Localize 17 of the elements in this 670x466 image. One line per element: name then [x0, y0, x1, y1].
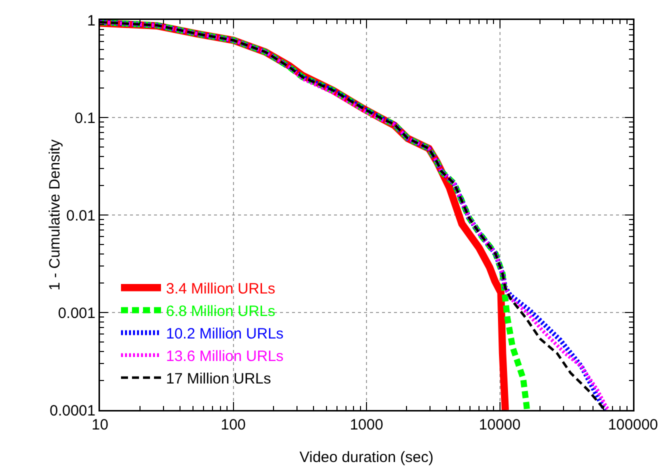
y-axis-title: 1 - Cumulative Density: [46, 139, 64, 290]
legend-label: 3.4 Million URLs: [166, 280, 276, 298]
x-axis-title: Video duration (sec): [300, 449, 434, 466]
y-tick-label: 1: [87, 12, 96, 30]
x-tick-label: 10: [92, 416, 108, 434]
legend-label: 6.8 Million URLs: [166, 303, 276, 320]
legend-label: 17 Million URLs: [166, 370, 272, 388]
x-tick-label: 100000: [608, 416, 658, 434]
legend-label: 13.6 Million URLs: [166, 348, 284, 365]
x-tick-label: 10000: [478, 416, 521, 434]
legend-label: 10.2 Million URLs: [166, 326, 284, 342]
y-tick-label: 0.1: [74, 110, 96, 127]
x-tick-label: 1000: [350, 416, 384, 434]
x-tick-label: 100: [220, 416, 246, 434]
y-tick-label: 0.0001: [50, 402, 96, 420]
y-tick-label: 0.01: [66, 207, 96, 224]
y-tick-label: 0.001: [58, 304, 96, 322]
